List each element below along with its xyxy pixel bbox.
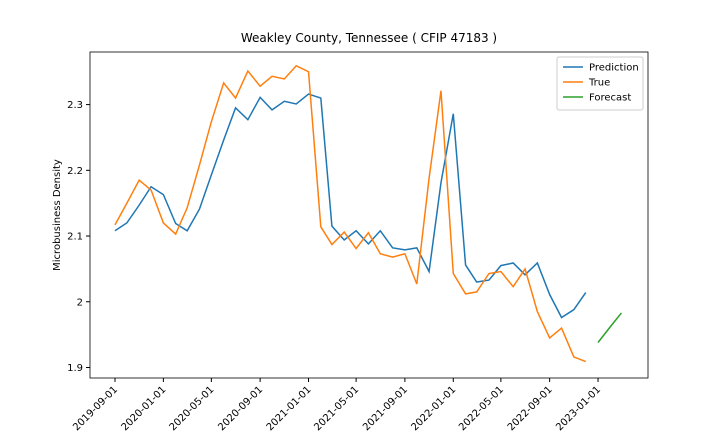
y-tick-label: 2	[77, 297, 83, 308]
x-tick-label: 2020-05-01	[168, 384, 217, 432]
x-tick-label: 2023-01-01	[554, 384, 603, 432]
plot-frame	[89, 51, 649, 379]
x-tick-label: 2021-01-01	[265, 384, 314, 432]
legend-label: Prediction	[589, 63, 639, 74]
x-tick-label: 2022-09-01	[506, 384, 555, 432]
x-tick-label: 2021-05-01	[312, 384, 361, 432]
series-line	[114, 93, 587, 319]
y-tick-label: 1.9	[67, 363, 83, 374]
y-tick-label: 2.3	[67, 100, 83, 111]
legend-label: Forecast	[589, 93, 631, 104]
x-tick-label: 2021-09-01	[361, 384, 410, 432]
x-tick-label: 2022-05-01	[457, 384, 506, 432]
x-tick-label: 2019-09-01	[71, 384, 120, 432]
legend-label: True	[588, 78, 610, 89]
y-axis-label: Microbusiness Density	[52, 159, 63, 271]
series-line	[597, 312, 623, 343]
chart-title: Weakley County, Tennessee ( CFIP 47183 )	[241, 31, 497, 45]
series-line	[114, 64, 587, 363]
x-tick-label: 2020-01-01	[120, 384, 169, 432]
x-tick-label: 2022-01-01	[410, 384, 459, 432]
x-tick-label: 2020-09-01	[216, 384, 265, 432]
y-tick-label: 2.1	[67, 232, 83, 243]
y-tick-label: 2.2	[67, 166, 83, 177]
